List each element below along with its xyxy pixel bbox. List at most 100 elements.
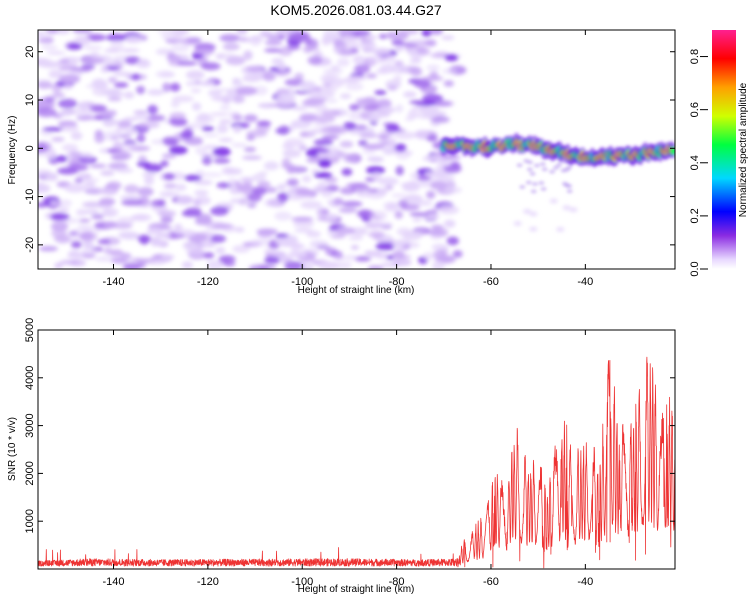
noise-blob (394, 143, 407, 152)
colorbar-tick-label: 0.8 (689, 49, 701, 64)
noise-blob (321, 190, 333, 198)
noise-blob (436, 161, 452, 167)
noise-blob (170, 82, 181, 92)
y-tick-label: 20 (24, 46, 36, 58)
noise-blob (186, 249, 206, 256)
noise-blob (92, 87, 109, 97)
noise-blob (115, 91, 125, 97)
signal-tail (519, 185, 526, 189)
noise-blob (203, 252, 215, 259)
noise-blob (180, 130, 194, 140)
noise-blob (160, 215, 173, 224)
noise-blob (190, 88, 202, 94)
noise-blob (313, 172, 333, 179)
noise-blob (241, 155, 262, 160)
noise-blob (131, 73, 141, 81)
noise-blob (452, 250, 463, 258)
signal-tail (561, 181, 568, 186)
noise-blob (417, 175, 432, 181)
noise-blob (236, 184, 254, 192)
noise-blob (219, 105, 231, 111)
spectrogram-y-label: Frequency (Hz) (7, 116, 18, 185)
noise-blob (432, 260, 445, 269)
noise-blob (378, 33, 388, 40)
spectrogram-x-label: Height of straight line (km) (298, 285, 415, 296)
noise-blob (83, 241, 95, 249)
noise-blob (194, 115, 216, 124)
signal-tail (549, 169, 556, 174)
noise-blob (412, 216, 422, 223)
noise-blob (335, 226, 356, 235)
noise-blob (101, 209, 115, 217)
colorbar: 0.0 0.2 0.4 0.6 0.8 Normalized spectral ampl… (689, 30, 749, 277)
noise-blob (113, 71, 133, 77)
noise-blob (295, 189, 318, 196)
noise-blob (253, 85, 268, 96)
noise-blob (131, 213, 152, 222)
noise-blob (247, 193, 262, 202)
noise-blob (98, 111, 118, 118)
noise-blob (443, 80, 454, 87)
noise-blob (367, 55, 387, 64)
y-tick-label: 2000 (24, 461, 36, 485)
noise-blob (345, 82, 364, 91)
noise-blob (358, 139, 368, 147)
noise-blob (160, 160, 169, 168)
noise-blob (231, 143, 248, 148)
noise-blob (394, 46, 404, 52)
x-tick-label: -80 (389, 576, 405, 588)
snr-panel: -140 -120 -100 -80 -60 -40 1000 2000 3000 4000 50… (7, 318, 676, 595)
noise-blob (356, 192, 372, 198)
noise-blob (93, 82, 109, 90)
noise-blob (216, 53, 235, 58)
noise-blob (100, 170, 115, 176)
noise-blob (263, 161, 279, 171)
noise-blob (62, 84, 73, 90)
noise-blob (232, 80, 244, 87)
noise-blob (321, 135, 340, 140)
noise-blob (105, 61, 116, 67)
noise-blob (307, 55, 323, 65)
noise-blob (388, 137, 396, 148)
noise-blob (136, 59, 151, 69)
noise-blob (98, 188, 118, 196)
noise-blob (290, 122, 301, 128)
noise-blob (316, 245, 331, 250)
noise-blob (136, 262, 146, 269)
noise-blob (64, 183, 86, 193)
noise-blob (444, 186, 462, 194)
noise-blob (38, 31, 46, 37)
colorbar-tick-label: 0.4 (689, 155, 701, 170)
y-tick-label: 1000 (24, 509, 36, 533)
signal-tail (540, 187, 547, 191)
noise-blob (439, 254, 454, 262)
noise-blob (321, 125, 342, 135)
noise-blob (145, 114, 166, 122)
spectrogram-x-ticks: -140 -120 -100 -80 -60 -40 (102, 30, 593, 288)
noise-blob (371, 171, 382, 182)
noise-blob (446, 236, 459, 246)
noise-blob (409, 100, 426, 105)
noise-blob (182, 241, 199, 250)
noise-blob (314, 148, 331, 153)
y-tick-label: 0 (24, 145, 36, 151)
noise-blob (339, 93, 352, 99)
noise-blob (250, 238, 272, 247)
noise-blob (167, 52, 176, 59)
noise-blob (124, 36, 143, 44)
noise-blob (426, 64, 440, 71)
noise-blob (83, 45, 103, 51)
noise-blob (38, 81, 53, 89)
noise-blob (324, 86, 338, 93)
noise-blob (124, 128, 138, 134)
noise-blob (194, 179, 213, 186)
noise-blob (317, 180, 327, 187)
noise-blob (59, 59, 70, 64)
noise-blob (403, 91, 417, 98)
noise-blob (343, 155, 356, 163)
noise-blob (431, 243, 449, 251)
noise-blob (191, 102, 202, 111)
noise-blob (215, 246, 226, 255)
noise-blob (444, 54, 459, 62)
noise-blob (100, 66, 109, 74)
